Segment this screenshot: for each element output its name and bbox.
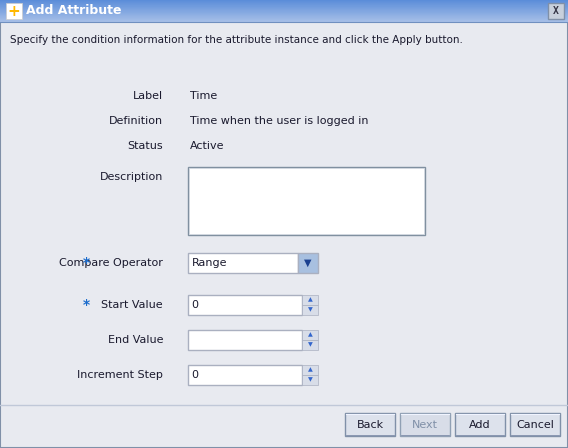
Bar <box>510 414 560 436</box>
Text: Time when the user is logged in: Time when the user is logged in <box>190 116 369 126</box>
Text: Back: Back <box>357 420 383 430</box>
Text: 0: 0 <box>191 370 198 380</box>
Bar <box>0 1 568 2</box>
Bar <box>0 3 568 4</box>
Text: 0: 0 <box>191 300 198 310</box>
Bar <box>0 9 568 10</box>
Bar <box>0 20 568 21</box>
Text: Range: Range <box>192 258 228 268</box>
Text: Description: Description <box>99 172 163 182</box>
Bar <box>302 330 318 340</box>
Text: X: X <box>553 6 559 16</box>
Bar <box>0 7 568 8</box>
Text: Start Value: Start Value <box>101 300 163 310</box>
Bar <box>455 414 505 436</box>
Bar <box>0 14 568 15</box>
Bar <box>400 414 450 436</box>
Bar <box>298 253 318 273</box>
Text: ▲: ▲ <box>308 297 312 302</box>
Bar <box>0 12 568 13</box>
Text: *: * <box>83 298 90 312</box>
Text: ▲: ▲ <box>308 367 312 372</box>
Text: Time: Time <box>190 91 217 101</box>
Text: End Value: End Value <box>107 335 163 345</box>
Bar <box>0 13 568 14</box>
Text: Add Attribute: Add Attribute <box>26 4 122 17</box>
Text: ▼: ▼ <box>304 258 312 268</box>
Bar <box>0 19 568 20</box>
Bar <box>0 2 568 3</box>
Text: Label: Label <box>133 91 163 101</box>
Bar <box>0 8 568 9</box>
Bar <box>0 16 568 17</box>
Bar <box>0 5 568 6</box>
Text: Cancel: Cancel <box>516 420 554 430</box>
Text: Add: Add <box>469 420 491 430</box>
Text: Increment Step: Increment Step <box>77 370 163 380</box>
Text: Next: Next <box>412 420 438 430</box>
Bar <box>0 10 568 11</box>
Bar <box>189 168 424 234</box>
Text: ▼: ▼ <box>308 343 312 348</box>
Text: Compare Operator: Compare Operator <box>59 258 163 268</box>
Bar <box>188 253 298 273</box>
Text: Status: Status <box>127 141 163 151</box>
Bar <box>0 17 568 18</box>
Text: Active: Active <box>190 141 224 151</box>
Bar <box>0 15 568 16</box>
Bar <box>188 295 302 315</box>
Bar <box>0 21 568 22</box>
Bar <box>0 18 568 19</box>
Bar <box>0 6 568 7</box>
Bar <box>345 414 395 436</box>
Bar <box>302 340 318 350</box>
Text: +: + <box>7 4 20 18</box>
Bar <box>0 4 568 5</box>
Text: ▼: ▼ <box>308 307 312 313</box>
Bar <box>188 167 425 235</box>
Text: Specify the condition information for the attribute instance and click the Apply: Specify the condition information for th… <box>10 35 463 45</box>
Bar <box>302 375 318 385</box>
Text: ▲: ▲ <box>308 332 312 337</box>
Bar <box>302 295 318 305</box>
Text: *: * <box>83 256 90 270</box>
Bar <box>188 365 302 385</box>
Bar <box>0 0 568 1</box>
Bar <box>6 3 22 19</box>
Bar <box>302 305 318 315</box>
Bar <box>0 11 568 12</box>
Bar <box>188 330 302 350</box>
Bar <box>548 3 564 19</box>
Bar <box>302 365 318 375</box>
Text: ▼: ▼ <box>308 378 312 383</box>
Text: Definition: Definition <box>109 116 163 126</box>
